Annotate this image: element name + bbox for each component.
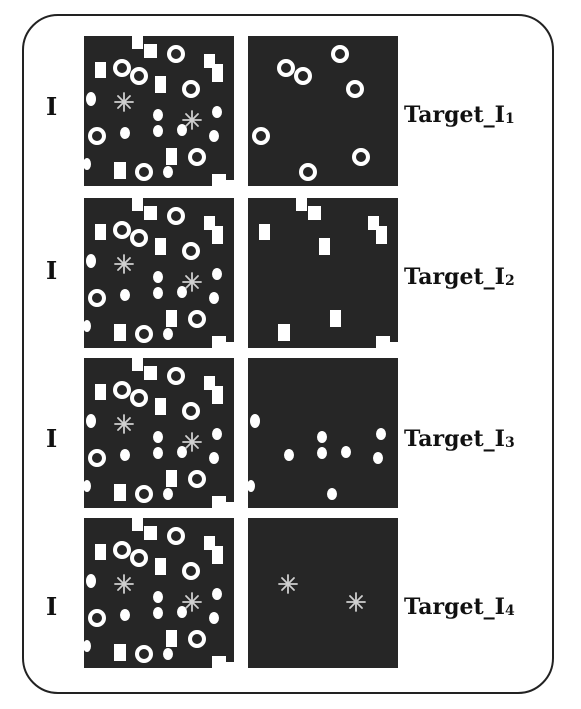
row-4-target-stars-image [248, 518, 398, 668]
row-2-input-image [84, 198, 234, 348]
row-1-target-label: Target_I1 [404, 102, 515, 128]
row-3-target-dots-image [248, 358, 398, 508]
row-3-target-label: Target_I3 [404, 426, 515, 452]
row-1-input-image [84, 36, 234, 186]
row-4-input-image [84, 518, 234, 668]
row-2-input-label: I [46, 256, 58, 285]
row-4-target-label: Target_I4 [404, 594, 515, 620]
row-2-target-label: Target_I2 [404, 264, 515, 290]
row-2-target-rectangles-image [248, 198, 398, 348]
row-1-input-label: I [46, 92, 58, 121]
row-4-input-label: I [46, 592, 58, 621]
row-1-target-circles-image [248, 36, 398, 186]
row-3-input-label: I [46, 424, 58, 453]
row-3-input-image [84, 358, 234, 508]
